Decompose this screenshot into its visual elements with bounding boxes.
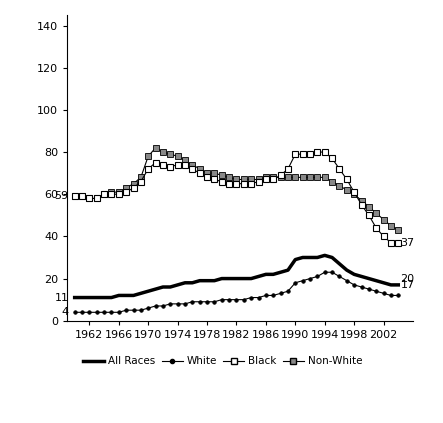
- Text: 11: 11: [55, 293, 69, 302]
- Text: 37: 37: [400, 238, 415, 248]
- Text: 17: 17: [400, 280, 415, 290]
- Legend: All Races, White, Black, Non-White: All Races, White, Black, Non-White: [79, 352, 367, 371]
- Text: 4: 4: [62, 307, 69, 317]
- Text: 20: 20: [400, 274, 415, 283]
- Text: 59: 59: [54, 191, 69, 201]
